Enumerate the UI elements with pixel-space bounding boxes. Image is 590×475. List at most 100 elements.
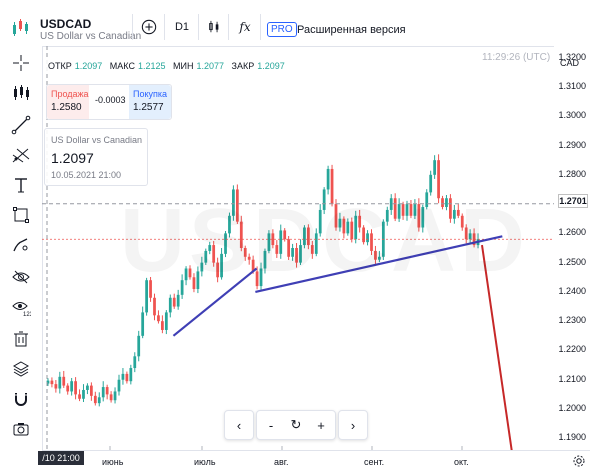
candle-body <box>358 215 362 228</box>
screenshot-tool[interactable] <box>8 416 34 442</box>
candle-body <box>385 209 389 222</box>
candle-body <box>141 312 145 336</box>
candle-body <box>291 248 294 257</box>
trend-line-tool[interactable] <box>8 112 34 138</box>
candle-body <box>295 248 298 263</box>
candle-body <box>275 245 279 254</box>
zoom-controls: - ↻ + <box>256 410 336 440</box>
cursor-info-card: US Dollar vs Canadian 1.2097 10.05.2021 … <box>44 128 148 186</box>
candle-tool[interactable] <box>8 80 34 106</box>
candle-body <box>366 233 369 243</box>
candle-body <box>259 268 263 287</box>
candle-body <box>82 389 85 399</box>
price-axis[interactable]: 1.3200 1.3100 1.3000 1.2900 1.2800 1.2701 1.26… <box>554 46 590 450</box>
low-label: МИН <box>173 61 194 71</box>
reset-chart-button[interactable]: ↻ <box>290 417 302 432</box>
candle-body <box>456 209 460 216</box>
forecast-arrow-line[interactable] <box>481 244 516 450</box>
candle-body <box>216 262 220 278</box>
pro-badge[interactable]: PRO <box>267 22 297 37</box>
candle-body <box>133 356 137 369</box>
candle-body <box>370 233 373 251</box>
open-value: 1.2097 <box>74 61 103 71</box>
candle-body <box>354 215 358 240</box>
candle-body <box>188 268 192 278</box>
time-axis-label: окт. <box>454 457 469 467</box>
price-axis-label: 1.3100 <box>558 80 586 91</box>
top-toolbar: USDCAD US Dollar vs Canadian D1 fx PRO Р… <box>0 0 590 47</box>
add-symbol-button[interactable] <box>138 14 160 40</box>
candle-body <box>66 385 70 392</box>
eye-slash-icon <box>12 270 30 284</box>
candle-body <box>326 168 330 190</box>
candle-body <box>78 394 81 399</box>
candle-body <box>168 297 172 313</box>
candle-body <box>224 233 227 254</box>
candle-body <box>413 204 417 216</box>
candle-body <box>468 233 472 240</box>
candle-body <box>310 245 314 254</box>
rectangle-icon <box>13 207 29 223</box>
candle-body <box>157 315 160 322</box>
scroll-left-button[interactable]: ‹ <box>224 410 254 440</box>
text-tool[interactable] <box>8 172 34 198</box>
scroll-right-button[interactable]: › <box>338 410 368 440</box>
sell-button[interactable] <box>47 85 89 119</box>
trend-line[interactable] <box>172 267 258 337</box>
crosshair-tool[interactable] <box>8 50 34 76</box>
price-axis-label: 1.2100 <box>558 373 586 384</box>
price-axis-label: 1.2600 <box>558 227 586 238</box>
hide-indicators-tool[interactable]: 123 <box>8 294 34 320</box>
candle-body <box>322 189 326 210</box>
hide-drawings-tool[interactable] <box>8 264 34 290</box>
time-axis[interactable]: июнь июль авг. сент. окт. <box>42 450 590 475</box>
magnet-tool[interactable] <box>8 386 34 412</box>
candle-body <box>299 245 302 263</box>
buy-button[interactable] <box>129 85 171 119</box>
close-label: ЗАКР <box>231 61 255 71</box>
interval-button[interactable]: D1 <box>174 21 190 33</box>
candle-body <box>342 218 346 234</box>
trend-line[interactable] <box>255 235 503 293</box>
layers-tool[interactable] <box>8 356 34 382</box>
candle-body <box>93 395 97 404</box>
zoom-in-button[interactable]: + <box>317 417 325 433</box>
candle-body <box>243 248 247 257</box>
candle-body <box>437 160 440 199</box>
sell-label: Продажа <box>51 89 89 99</box>
high-value: 1.2125 <box>137 61 166 71</box>
candle-body <box>303 227 306 246</box>
candle-body <box>86 385 89 390</box>
gear-icon[interactable] <box>572 454 586 468</box>
indicators-button[interactable]: fx <box>239 20 251 34</box>
fib-tool[interactable] <box>8 142 34 168</box>
brush-tool[interactable] <box>8 232 34 258</box>
toolbar-divider <box>164 14 165 40</box>
server-time: 11:29:26 (UTC) <box>482 52 551 63</box>
price-axis-label: 1.3200 <box>558 51 586 62</box>
trend-line-icon <box>11 115 31 135</box>
price-axis-label: 1.2900 <box>558 139 586 150</box>
low-value: 1.2077 <box>196 61 224 71</box>
candle-body <box>58 376 62 389</box>
zoom-out-button[interactable]: - <box>268 417 274 433</box>
buy-price: 1.2577 <box>133 102 164 113</box>
candles-icon <box>14 85 29 100</box>
candle-body <box>409 204 413 216</box>
symbol-ticker[interactable]: USDCAD <box>40 17 92 31</box>
chart-type-button[interactable] <box>204 14 224 40</box>
remove-all-tool[interactable] <box>8 326 34 352</box>
price-axis-label: 1.2800 <box>558 168 586 179</box>
pro-version-link[interactable]: Расширенная версия <box>297 24 406 36</box>
candle-body <box>449 198 452 219</box>
price-chart[interactable] <box>42 46 554 450</box>
info-card-value: 1.2097 <box>51 150 94 166</box>
rectangle-tool[interactable] <box>8 202 34 228</box>
candles <box>46 154 480 407</box>
candle-body <box>247 256 251 260</box>
candle-body <box>105 387 109 395</box>
candle-body <box>433 160 437 175</box>
candle-body <box>389 198 393 210</box>
candle-body <box>464 227 468 240</box>
candle-body <box>374 250 377 260</box>
